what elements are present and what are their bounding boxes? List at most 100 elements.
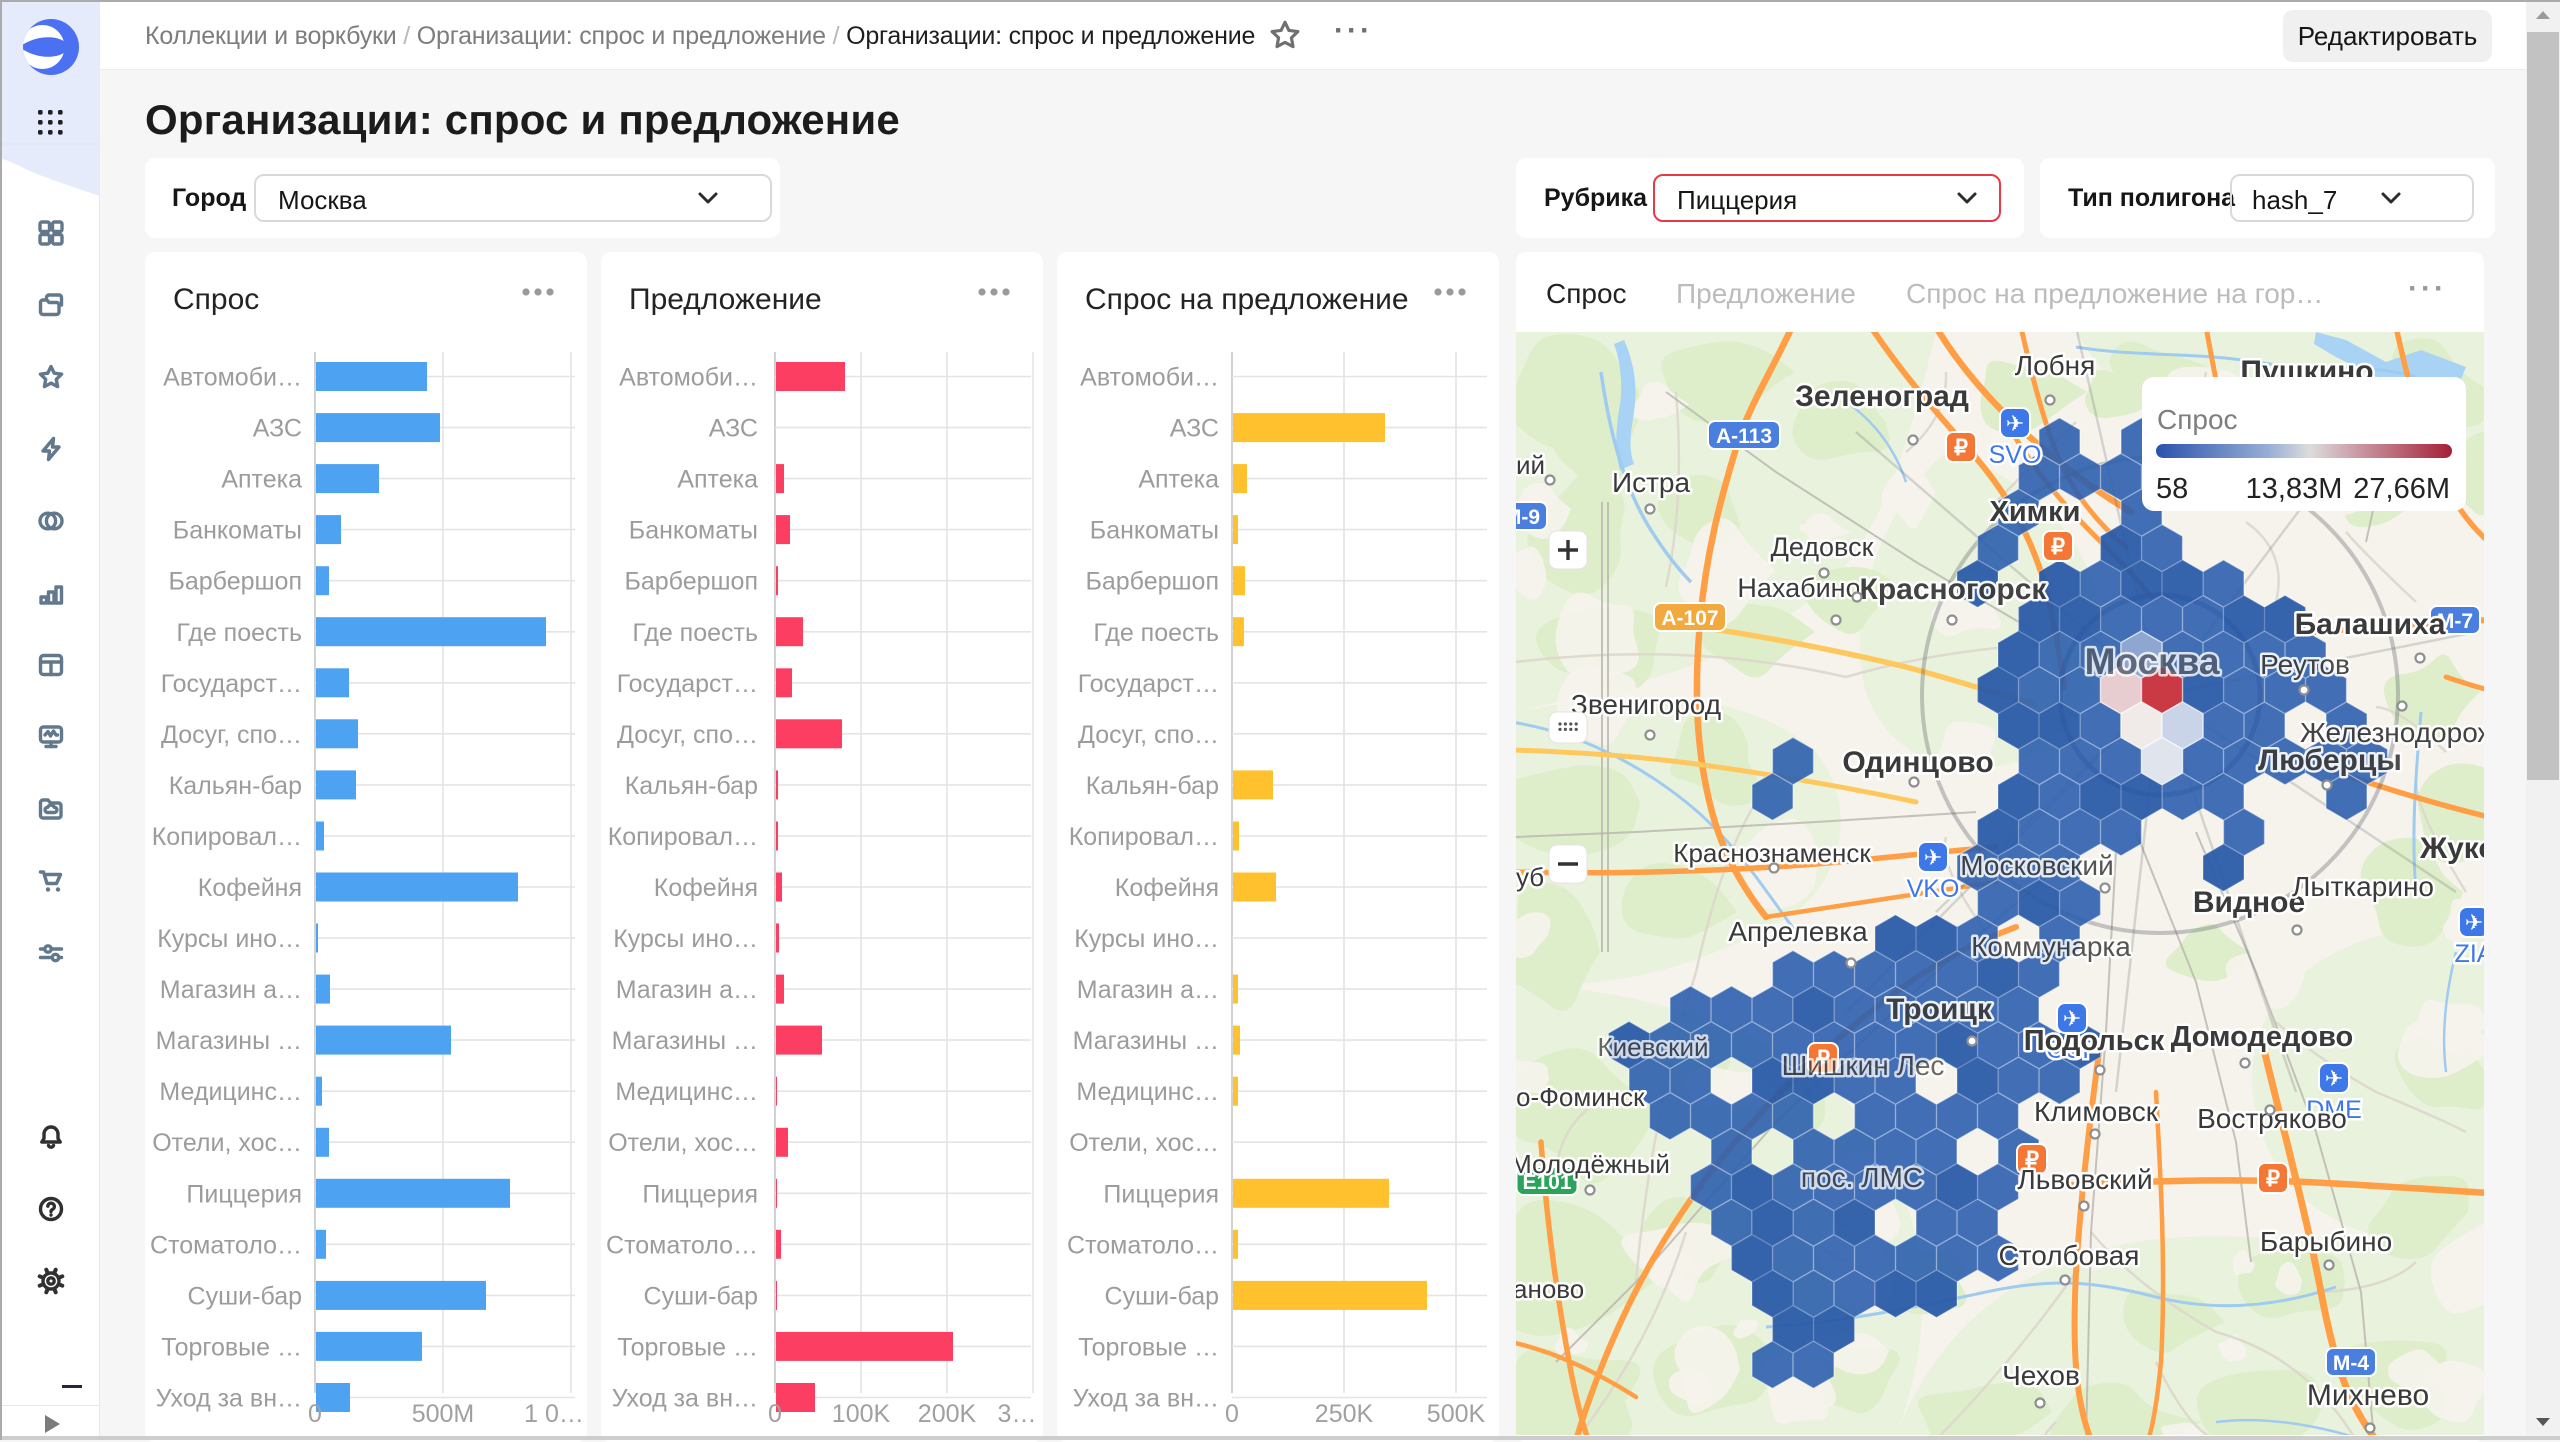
- svg-text:Пиццерия: Пиццерия: [642, 1180, 758, 1208]
- svg-text:А-107: А-107: [1661, 607, 1718, 630]
- svg-text:АЗС: АЗС: [1170, 415, 1219, 443]
- svg-text:Медицинс…: Медицинс…: [1076, 1078, 1219, 1106]
- svg-text:Балашиха: Балашиха: [2295, 608, 2446, 641]
- svg-text:Копировал…: Копировал…: [152, 823, 302, 851]
- svg-text:Подольск: Подольск: [2024, 1025, 2165, 1057]
- svg-text:0: 0: [1225, 1400, 1239, 1428]
- svg-text:✈: ✈: [2465, 910, 2483, 935]
- svg-text:Московский: Московский: [1960, 850, 2113, 881]
- svg-text:Стоматоло…: Стоматоло…: [1067, 1231, 1219, 1259]
- svg-text:Магазин а…: Магазин а…: [160, 976, 302, 1004]
- svg-text:Барбершоп: Барбершоп: [624, 568, 758, 596]
- svg-text:Торговые …: Торговые …: [1078, 1333, 1219, 1361]
- svg-text:58: 58: [2156, 473, 2188, 505]
- svg-text:Пиццерия: Пиццерия: [1103, 1180, 1219, 1208]
- svg-text:Апрелевка: Апрелевка: [1728, 916, 1868, 947]
- svg-text:0: 0: [308, 1400, 322, 1428]
- svg-text:Суши-бар: Суши-бар: [188, 1282, 302, 1310]
- svg-text:Реутов: Реутов: [2260, 649, 2350, 680]
- svg-text:Отели, хос…: Отели, хос…: [608, 1129, 758, 1157]
- svg-text:Истра: Истра: [1612, 467, 1691, 498]
- svg-text:Химки: Химки: [1990, 496, 2081, 528]
- svg-text:Чехов: Чехов: [2002, 1360, 2080, 1391]
- svg-text:Торговые …: Торговые …: [161, 1333, 302, 1361]
- svg-text:аново: аново: [1516, 1274, 1584, 1304]
- svg-text:Отели, хос…: Отели, хос…: [1069, 1129, 1219, 1157]
- svg-text:Лыткарино: Лыткарино: [2292, 871, 2434, 902]
- svg-text:Видное: Видное: [2193, 886, 2305, 919]
- svg-text:Домодедово: Домодедово: [2171, 1021, 2354, 1053]
- svg-text:Нахабино: Нахабино: [1737, 573, 1860, 603]
- svg-text:М-9: М-9: [1516, 506, 1540, 529]
- svg-text:Одинцово: Одинцово: [1842, 746, 1993, 779]
- svg-text:Где поесть: Где поесть: [632, 619, 758, 647]
- svg-text:Уход за вн…: Уход за вн…: [156, 1385, 302, 1413]
- svg-text:Досуг, спо…: Досуг, спо…: [1078, 721, 1219, 749]
- svg-text:А-113: А-113: [1716, 425, 1772, 448]
- svg-text:✈: ✈: [2006, 411, 2024, 436]
- svg-text:Банкоматы: Банкоматы: [629, 517, 758, 545]
- svg-text:АЗС: АЗС: [253, 415, 302, 443]
- svg-text:Барбершоп: Барбершоп: [1085, 568, 1219, 596]
- svg-text:Столбовая: Столбовая: [1999, 1240, 2140, 1271]
- svg-text:₽: ₽: [2025, 1147, 2039, 1172]
- svg-text:Троицк: Троицк: [1886, 993, 1993, 1026]
- svg-text:М-4: М-4: [2333, 1352, 2369, 1375]
- svg-text:Медицинс…: Медицинс…: [159, 1078, 302, 1106]
- svg-text:Жуков: Жуков: [2419, 832, 2484, 865]
- svg-text:Магазины …: Магазины …: [156, 1027, 302, 1055]
- svg-text:пос. ЛМС: пос. ЛМС: [1801, 1162, 1923, 1193]
- svg-text:Где поесть: Где поесть: [1093, 619, 1219, 647]
- svg-text:ий: ий: [1516, 450, 1545, 480]
- svg-text:✈: ✈: [2063, 1006, 2081, 1031]
- svg-text:Магазины …: Магазины …: [612, 1027, 758, 1055]
- svg-text:Кальян-бар: Кальян-бар: [1086, 772, 1219, 800]
- svg-text:Климовск: Климовск: [2034, 1096, 2159, 1127]
- svg-text:Курсы ино…: Курсы ино…: [1074, 925, 1219, 953]
- svg-text:Москва: Москва: [2085, 641, 2220, 682]
- svg-text:Автомоби…: Автомоби…: [163, 364, 302, 392]
- svg-text:Аптека: Аптека: [221, 466, 302, 494]
- svg-text:Досуг, спо…: Досуг, спо…: [161, 721, 302, 749]
- svg-text:100K: 100K: [832, 1400, 891, 1428]
- svg-text:1 0…: 1 0…: [524, 1400, 584, 1428]
- svg-text:₽: ₽: [1816, 1046, 1830, 1071]
- svg-text:ZIA: ZIA: [2455, 940, 2484, 968]
- svg-text:VKO: VKO: [1907, 875, 1960, 903]
- svg-text:Люберцы: Люберцы: [2258, 744, 2402, 777]
- svg-text:Кофейня: Кофейня: [198, 874, 302, 902]
- svg-text:Курсы ино…: Курсы ино…: [157, 925, 302, 953]
- svg-text:Дедовск: Дедовск: [1771, 532, 1874, 562]
- svg-text:Спрос: Спрос: [2157, 404, 2238, 435]
- svg-text:SVO: SVO: [1989, 441, 2042, 469]
- svg-text:уб: уб: [1516, 862, 1544, 892]
- svg-text:Львовский: Львовский: [2017, 1164, 2152, 1195]
- svg-text:Суши-бар: Суши-бар: [644, 1282, 758, 1310]
- svg-text:Аптека: Аптека: [677, 466, 758, 494]
- svg-text:₽: ₽: [1954, 435, 1968, 460]
- svg-text:Зеленоград: Зеленоград: [1795, 380, 1969, 413]
- svg-text:АЗС: АЗС: [709, 415, 758, 443]
- svg-text:Уход за вн…: Уход за вн…: [612, 1385, 758, 1413]
- svg-text:Копировал…: Копировал…: [608, 823, 758, 851]
- svg-text:Где поесть: Где поесть: [176, 619, 302, 647]
- svg-text:Копировал…: Копировал…: [1069, 823, 1219, 851]
- svg-text:Государст…: Государст…: [161, 670, 302, 698]
- svg-text:Кальян-бар: Кальян-бар: [625, 772, 758, 800]
- svg-text:13,83М: 13,83М: [2246, 473, 2343, 505]
- svg-text:Барбершоп: Барбершоп: [168, 568, 302, 596]
- svg-text:Железнодорожн: Железнодорожн: [2300, 717, 2484, 748]
- svg-text:Уход за вн…: Уход за вн…: [1073, 1385, 1219, 1413]
- svg-text:3…: 3…: [998, 1400, 1037, 1428]
- svg-text:Пиццерия: Пиццерия: [186, 1180, 302, 1208]
- svg-text:о-Фоминск: о-Фоминск: [1516, 1082, 1645, 1112]
- svg-text:0: 0: [768, 1400, 782, 1428]
- svg-text:Банкоматы: Банкоматы: [1090, 517, 1219, 545]
- svg-text:Медицинс…: Медицинс…: [615, 1078, 758, 1106]
- svg-text:Лобня: Лобня: [2015, 350, 2096, 381]
- svg-text:Отели, хос…: Отели, хос…: [152, 1129, 302, 1157]
- svg-text:Шишкин Лес: Шишкин Лес: [1782, 1050, 1945, 1081]
- svg-text:250K: 250K: [1315, 1400, 1374, 1428]
- svg-text:Коммунарка: Коммунарка: [1971, 931, 2131, 962]
- svg-text:Банкоматы: Банкоматы: [173, 517, 302, 545]
